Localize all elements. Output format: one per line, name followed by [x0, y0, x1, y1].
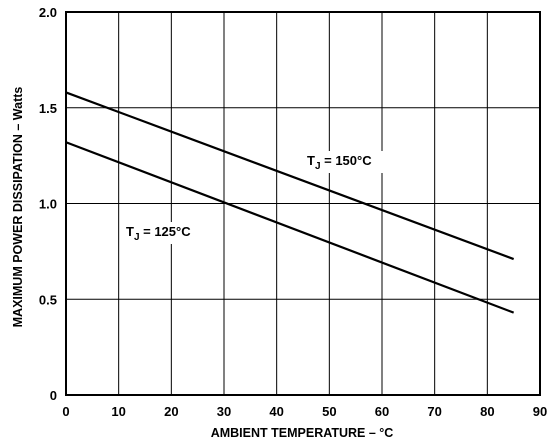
y-tick-label: 1.5 — [39, 101, 57, 116]
plot-frame — [65, 11, 541, 396]
y-tick-label: 1.0 — [39, 197, 57, 212]
x-tick-label: 90 — [533, 404, 547, 419]
annotation-bg — [303, 151, 393, 173]
x-tick-label: 80 — [480, 404, 494, 419]
series-label-0: TJ = 150°C — [307, 153, 372, 172]
grid — [66, 12, 540, 395]
y-tick-labels: 0 0.5 1.0 1.5 2.0 — [39, 5, 57, 403]
y-tick-label: 0 — [50, 388, 57, 403]
series-label-1: TJ = 125°C — [126, 224, 191, 243]
y-tick-label: 0.5 — [39, 292, 57, 307]
x-axis-label: AMBIENT TEMPERATURE – °C — [211, 426, 394, 440]
x-tick-labels: 0 10 20 30 40 50 60 70 80 90 — [62, 404, 547, 419]
series-line-1 — [65, 141, 515, 314]
series-lines — [65, 91, 515, 314]
x-tick-label: 0 — [62, 404, 69, 419]
y-tick-label: 2.0 — [39, 5, 57, 20]
series-line-0 — [65, 91, 515, 261]
x-tick-label: 10 — [111, 404, 125, 419]
annotation-bg — [122, 222, 212, 244]
x-tick-label: 50 — [322, 404, 336, 419]
y-axis-label: MAXIMUM POWER DISSIPATION – Watts — [11, 87, 25, 328]
x-tick-label: 40 — [269, 404, 283, 419]
plot-border — [65, 11, 541, 396]
series-annotations: TJ = 150°C TJ = 125°C — [122, 151, 393, 244]
x-tick-label: 20 — [164, 404, 178, 419]
x-tick-label: 30 — [217, 404, 231, 419]
x-tick-label: 70 — [427, 404, 441, 419]
x-tick-label: 60 — [375, 404, 389, 419]
